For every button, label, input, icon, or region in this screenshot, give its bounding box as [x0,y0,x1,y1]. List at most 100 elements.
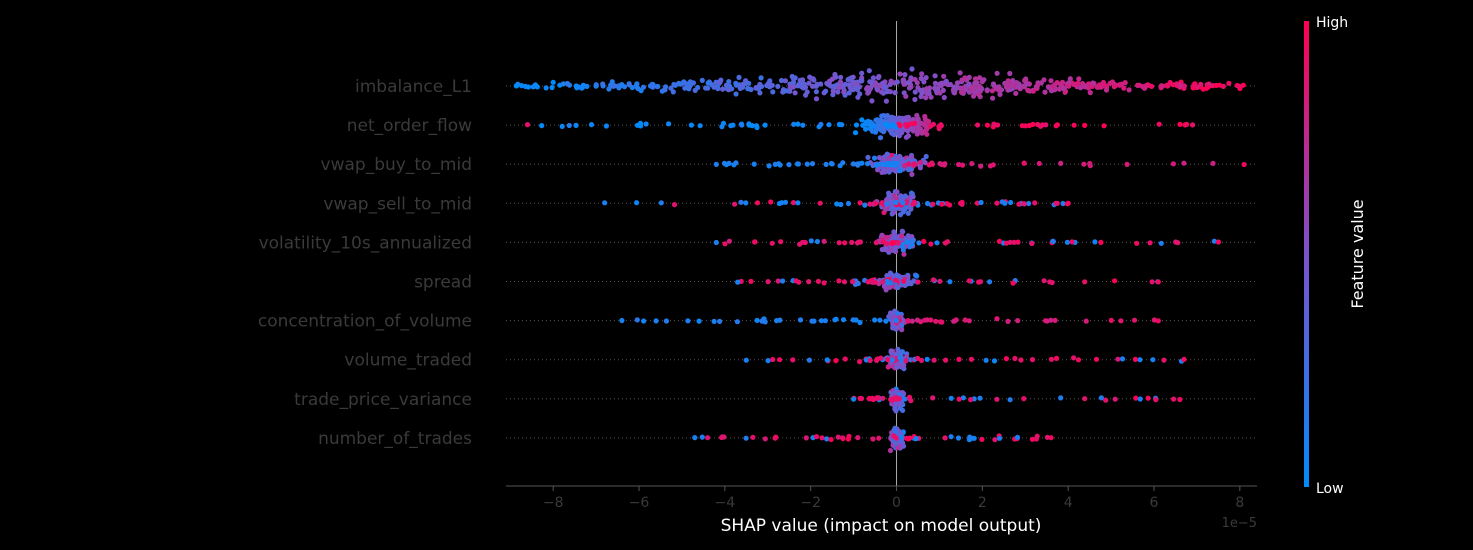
shap-point [746,122,752,128]
shap-point [991,358,998,364]
shap-point [1241,161,1247,168]
shap-point [821,280,827,286]
shap-point [1012,355,1018,362]
shap-point [1211,238,1217,244]
shap-point [872,201,879,207]
shap-point [907,244,913,250]
shap-point [897,71,903,77]
shap-point [892,308,898,314]
shap-point [909,239,915,245]
shap-point [883,318,889,324]
shap-point [966,318,972,324]
shap-point [754,200,761,206]
shap-point [721,434,727,440]
shap-point [765,279,771,285]
shap-point [1071,122,1077,128]
shap-point [760,317,766,323]
shap-point [881,128,887,134]
shap-point [956,396,962,402]
shap-point [573,83,579,89]
shap-point [916,240,922,246]
shap-point [836,240,842,246]
shap-point [519,83,525,89]
shap-point [1101,123,1107,129]
shap-point [688,122,695,128]
shap-point [869,278,875,284]
shap-point [1023,123,1029,129]
feature-label: spread [414,273,472,293]
shap-point [933,88,939,94]
shap-point [826,82,832,88]
shap-point [955,435,962,441]
shap-point [882,113,889,119]
shap-point [924,86,930,92]
shap-point [549,84,555,91]
shap-point [956,356,962,362]
shap-point [746,80,752,86]
shap-point [1044,318,1050,324]
shap-point [905,80,911,86]
shap-point [869,98,875,104]
shap-point [683,81,690,87]
shap-point [1069,239,1075,245]
shap-point [750,434,756,440]
shap-point [857,359,863,365]
shap-point [995,122,1001,128]
shap-point [1112,396,1118,402]
shap-point [924,356,930,362]
shap-point [875,395,881,401]
shap-point [795,200,801,206]
shap-point [1200,86,1206,92]
shap-point [663,318,670,324]
shap-point [871,155,878,161]
shap-point [1158,83,1165,89]
shap-point [967,434,973,440]
shap-point [1014,434,1021,440]
shap-point [890,314,896,320]
shap-point [941,73,947,79]
shap-point [990,95,996,101]
shap-point [818,81,824,87]
shap-point [915,128,921,134]
shap-point [924,200,931,207]
shap-point [813,89,820,95]
shap-point [932,80,939,86]
shap-point [888,160,894,167]
shap-point [891,229,897,235]
shap-point [892,90,898,96]
shap-point [818,121,824,127]
shap-point [612,83,618,89]
shap-point [775,278,781,284]
shap-point [959,85,965,91]
feature-row-points [713,228,1221,257]
shap-point [1021,201,1027,207]
shap-point [1098,395,1104,401]
x-axis: −8 −6 −4 −2 0 2 4 6 8 [506,485,1257,511]
shap-point [884,201,890,207]
shap-point [792,90,798,96]
shap-point [1020,83,1026,89]
feature-row-points [713,151,1247,177]
shap-point [808,238,814,244]
shap-point [939,319,945,325]
shap-point [1082,279,1088,285]
shap-point [857,78,864,84]
shap-point [824,436,830,442]
shap-point [878,355,884,361]
shap-point [1190,122,1196,128]
shap-point [873,162,880,168]
shap-point [1108,317,1114,323]
feature-labels: imbalance_L1 net_order_flow vwap_buy_to_mi… [258,77,472,449]
shap-point [1054,122,1060,128]
shap-point [931,357,937,363]
shap-point [1065,200,1071,206]
shap-point [1103,87,1110,93]
shap-point [634,85,640,91]
shap-point [1210,160,1216,166]
shap-point [884,197,890,203]
shap-point [690,80,697,86]
shap-point [1086,81,1092,87]
shap-point [1013,90,1019,96]
feature-label: concentration_of_volume [258,312,472,332]
